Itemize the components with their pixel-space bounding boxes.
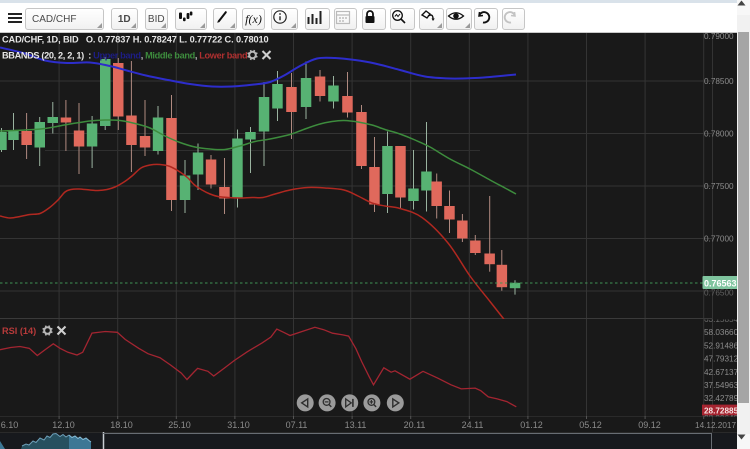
svg-text:37.54963: 37.54963 <box>704 381 739 390</box>
svg-text:63.15854: 63.15854 <box>704 315 739 324</box>
svg-text:14.12.2017: 14.12.2017 <box>695 421 736 430</box>
svg-text:28.30642: 28.30642 <box>704 414 739 423</box>
svg-text:47.79312: 47.79312 <box>704 355 739 364</box>
svg-text:07.11: 07.11 <box>286 420 308 430</box>
svg-text:0.76563: 0.76563 <box>704 279 737 289</box>
svg-text:20.11: 20.11 <box>404 420 426 430</box>
svg-text:CAD/CHF, 1D, BID O. 0.77837: CAD/CHF, 1D, BID O. 0.77837 H. 0.78247 L… <box>2 35 269 45</box>
svg-text:12.10: 12.10 <box>52 420 75 430</box>
svg-text:01.12: 01.12 <box>520 420 543 430</box>
svg-text:0.77500: 0.77500 <box>704 182 734 191</box>
svg-text:18.10: 18.10 <box>110 420 133 430</box>
svg-text:RSI (14): RSI (14) <box>2 326 36 336</box>
svg-text:0.76500: 0.76500 <box>704 289 734 298</box>
svg-text:BBANDS (20, 2, 2, 1) : Upper: BBANDS (20, 2, 2, 1) : Upper band, Middl… <box>2 51 247 61</box>
svg-text:52.91486: 52.91486 <box>704 341 739 350</box>
svg-text:09.12: 09.12 <box>638 420 661 430</box>
svg-text:24.11: 24.11 <box>462 420 484 430</box>
svg-text:58.03660: 58.03660 <box>704 328 739 337</box>
svg-text:0.79000: 0.79000 <box>704 32 734 41</box>
svg-text:05.12: 05.12 <box>579 420 602 430</box>
svg-text:0.78000: 0.78000 <box>704 130 734 139</box>
svg-text:6.10: 6.10 <box>1 420 19 430</box>
svg-text:28.72885: 28.72885 <box>704 407 739 416</box>
svg-text:13.11: 13.11 <box>345 420 367 430</box>
svg-text:0.78500: 0.78500 <box>704 77 734 86</box>
svg-text:42.67137: 42.67137 <box>704 368 739 377</box>
svg-text:32.42789: 32.42789 <box>704 394 739 403</box>
svg-text:0.77000: 0.77000 <box>704 235 734 244</box>
svg-text:25.10: 25.10 <box>168 420 191 430</box>
svg-text:31.10: 31.10 <box>227 420 250 430</box>
